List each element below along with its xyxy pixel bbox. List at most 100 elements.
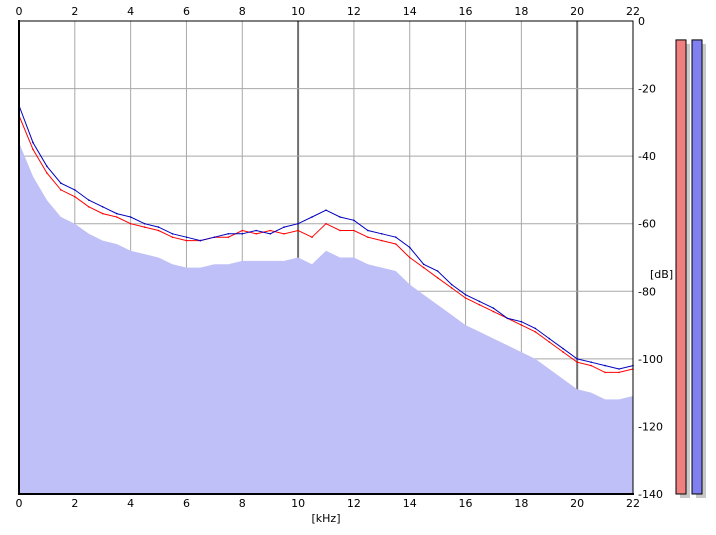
- series-2-point: [590, 361, 592, 364]
- series-2-point: [213, 236, 216, 238]
- x-axis-label: [kHz]: [312, 512, 341, 525]
- series-2-point: [283, 226, 285, 228]
- x-tick-label-top: 6: [183, 5, 190, 18]
- series-1-point: [115, 216, 118, 218]
- x-tick-label-bottom: 14: [403, 497, 417, 510]
- series-2-point: [408, 246, 411, 249]
- series-2-point: [618, 368, 620, 370]
- series-2-point: [171, 233, 174, 235]
- series-1-point: [548, 341, 551, 343]
- series-2-point: [353, 219, 355, 222]
- series-1-point: [241, 229, 244, 232]
- y-tick-label: -80: [638, 285, 656, 298]
- series-2-point: [60, 182, 62, 184]
- x-tick-label-bottom: 16: [459, 497, 473, 510]
- series-1-point: [478, 304, 481, 306]
- x-tick-label-top: 8: [239, 5, 246, 18]
- series-1-point: [562, 351, 564, 353]
- series-1-point: [367, 236, 369, 238]
- series-2-point: [255, 229, 257, 232]
- y-tick-label: -20: [638, 83, 656, 96]
- series-1-point: [534, 331, 537, 333]
- series-1-point: [171, 236, 174, 238]
- series-2-point: [74, 189, 76, 191]
- series-1-point: [422, 266, 425, 269]
- series-1-point: [32, 148, 34, 151]
- y-tick-label: -140: [638, 488, 663, 501]
- series-1-point: [408, 256, 411, 259]
- series-2-point: [422, 263, 425, 266]
- x-tick-label-bottom: 12: [347, 497, 361, 510]
- series-2-point: [450, 283, 453, 286]
- x-tick-label-top: 10: [291, 5, 305, 18]
- series-2-point: [339, 216, 341, 218]
- series-1-point: [227, 236, 230, 238]
- series-2-point: [227, 233, 230, 235]
- series-1-point: [381, 239, 383, 242]
- x-tick-label-top: 2: [71, 5, 78, 18]
- x-tick-label-top: 16: [459, 5, 473, 18]
- series-2-point: [604, 364, 606, 367]
- level-meter-1: [675, 39, 687, 495]
- series-1-point: [464, 297, 467, 299]
- series-2-point: [381, 233, 383, 235]
- spectrum-fill: [19, 142, 633, 494]
- series-1-point: [46, 172, 48, 174]
- series-1-point: [520, 324, 523, 326]
- series-2-point: [185, 236, 188, 238]
- series-2-point: [129, 216, 132, 218]
- series-1-point: [450, 287, 453, 289]
- level-meters: [675, 39, 706, 499]
- series-1-point: [101, 212, 104, 215]
- series-2-point: [241, 233, 244, 235]
- series-2-point: [115, 212, 118, 215]
- series-1-point: [492, 310, 495, 313]
- series-2-point: [464, 293, 467, 296]
- series-2-point: [534, 327, 537, 330]
- series-2-point: [311, 216, 313, 218]
- series-2-point: [325, 209, 327, 211]
- x-tick-label-bottom: 4: [127, 497, 134, 510]
- series-2-point: [88, 199, 90, 201]
- series-2-point: [576, 358, 578, 360]
- series-1-point: [74, 195, 76, 198]
- series-1-point: [143, 226, 146, 228]
- series-2-point: [548, 337, 551, 340]
- y-tick-label: -60: [638, 218, 656, 231]
- y-axis-label: [dB]: [650, 268, 673, 281]
- level-meter-2: [691, 39, 703, 495]
- series-1-point: [157, 229, 160, 232]
- y-tick-label: -120: [638, 420, 663, 433]
- x-tick-label-top: 22: [626, 5, 640, 18]
- series-2-point: [436, 270, 439, 272]
- x-tick-label-top: 0: [16, 5, 23, 18]
- series-1-point: [339, 229, 341, 232]
- x-tick-label-bottom: 20: [570, 497, 584, 510]
- series-1-point: [395, 243, 397, 245]
- series-2-point: [562, 347, 564, 350]
- series-1-point: [618, 371, 620, 374]
- series-layer: [18, 104, 634, 494]
- series-1-point: [353, 229, 355, 232]
- series-1-point: [576, 361, 578, 364]
- series-1-point: [297, 229, 299, 232]
- series-2-point: [269, 233, 272, 235]
- series-2-point: [520, 320, 523, 323]
- series-1-point: [185, 239, 188, 242]
- x-tick-label-top: 14: [403, 5, 417, 18]
- x-tick-label-top: 4: [127, 5, 134, 18]
- series-2-point: [395, 236, 397, 238]
- series-1-point: [255, 233, 257, 235]
- x-tick-label-top: 18: [514, 5, 528, 18]
- series-2-point: [46, 165, 48, 168]
- series-2-point: [157, 226, 160, 228]
- series-2-point: [199, 239, 202, 242]
- x-tick-label-bottom: 18: [514, 497, 528, 510]
- x-tick-label-bottom: 22: [626, 497, 640, 510]
- series-2-point: [492, 307, 495, 310]
- x-tick-label-bottom: 8: [239, 497, 246, 510]
- series-2-point: [506, 317, 509, 320]
- series-1-point: [311, 236, 313, 238]
- y-tick-label: -40: [638, 150, 656, 163]
